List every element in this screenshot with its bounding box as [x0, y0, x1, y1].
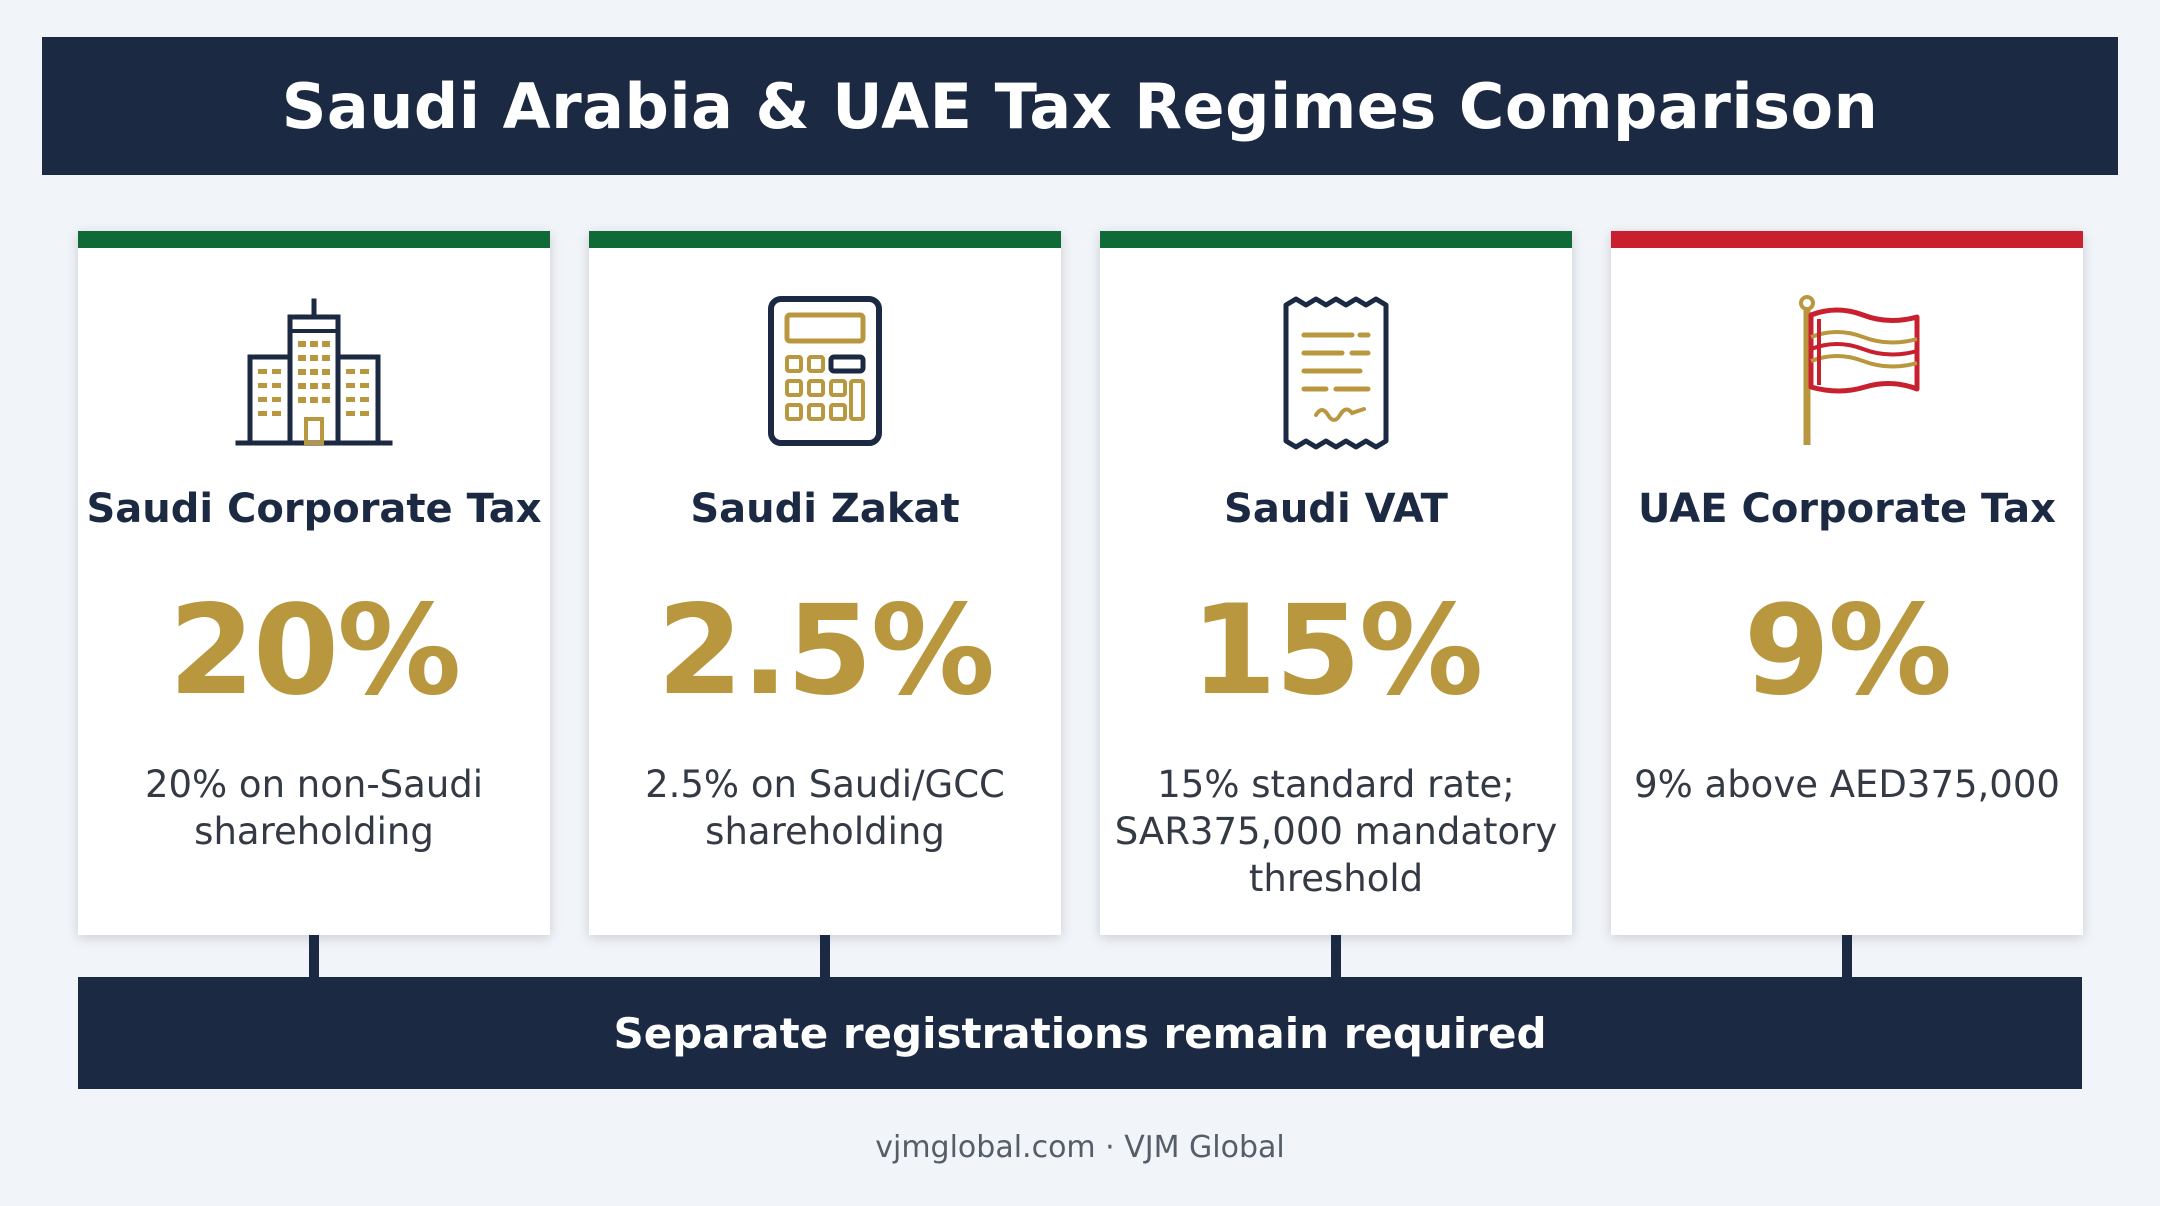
card-description: 20% on non-Saudi shareholding: [144, 763, 484, 853]
connector-line: [1331, 935, 1341, 977]
tax-rate: 9%: [1743, 579, 1953, 723]
card-description: 15% standard rate; SAR375,000 mandatory …: [1114, 763, 1558, 900]
card-title: Saudi VAT: [1224, 486, 1448, 532]
card-accent-bar: [1100, 231, 1572, 248]
page-title: Saudi Arabia & UAE Tax Regimes Compariso…: [281, 69, 1879, 143]
bottom-banner-text: Separate registrations remain required: [613, 1008, 1547, 1058]
connector-line: [820, 935, 830, 977]
title-banner: Saudi Arabia & UAE Tax Regimes Compariso…: [42, 37, 2118, 175]
receipt-icon: [1256, 293, 1416, 453]
calculator-icon: [745, 293, 905, 453]
footer-credit: vjmglobal.com · VJM Global: [875, 1130, 1285, 1165]
tax-rate: 15%: [1190, 579, 1484, 723]
card-accent-bar: [589, 231, 1061, 248]
card-title: UAE Corporate Tax: [1638, 486, 2056, 532]
tax-rate: 2.5%: [657, 579, 995, 723]
card-uae-corporate-tax: UAE Corporate Tax 9% 9% above AED375,000: [1611, 231, 2083, 935]
card-title: Saudi Corporate Tax: [86, 486, 542, 532]
card-accent-bar: [78, 231, 550, 248]
card-description: 2.5% on Saudi/GCC shareholding: [645, 763, 1005, 853]
connector-line: [309, 935, 319, 977]
card-title: Saudi Zakat: [690, 486, 960, 532]
card-accent-bar: [1611, 231, 2083, 248]
card-saudi-corporate-tax: Saudi Corporate Tax 20% 20% on non-Saudi…: [78, 231, 550, 935]
building-icon: [234, 293, 394, 453]
bottom-banner: Separate registrations remain required: [78, 977, 2082, 1089]
card-saudi-vat: Saudi VAT 15% 15% standard rate; SAR375,…: [1100, 231, 1572, 935]
card-saudi-zakat: Saudi Zakat 2.5% 2.5% on Saudi/GCC share…: [589, 231, 1061, 935]
tax-rate: 20%: [168, 579, 462, 723]
connector-line: [1842, 935, 1852, 977]
card-description: 9% above AED375,000: [1634, 763, 2060, 806]
flag-icon: [1767, 293, 1927, 453]
